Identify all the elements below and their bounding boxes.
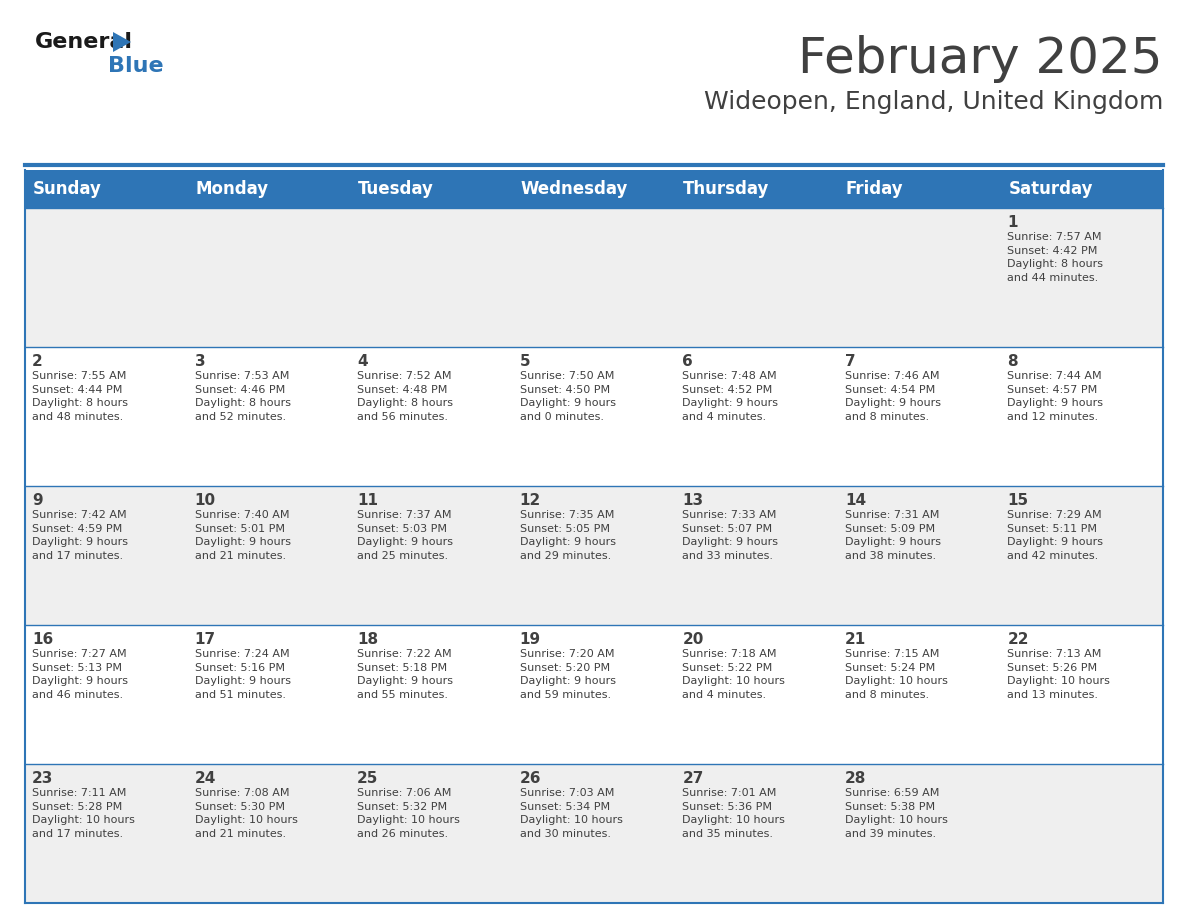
Text: Sunrise: 7:11 AM
Sunset: 5:28 PM
Daylight: 10 hours
and 17 minutes.: Sunrise: 7:11 AM Sunset: 5:28 PM Dayligh… — [32, 788, 135, 839]
Text: Sunrise: 7:33 AM
Sunset: 5:07 PM
Daylight: 9 hours
and 33 minutes.: Sunrise: 7:33 AM Sunset: 5:07 PM Dayligh… — [682, 510, 778, 561]
Text: Sunrise: 7:57 AM
Sunset: 4:42 PM
Daylight: 8 hours
and 44 minutes.: Sunrise: 7:57 AM Sunset: 4:42 PM Dayligh… — [1007, 232, 1104, 283]
Text: 11: 11 — [358, 493, 378, 508]
Text: Sunrise: 7:20 AM
Sunset: 5:20 PM
Daylight: 9 hours
and 59 minutes.: Sunrise: 7:20 AM Sunset: 5:20 PM Dayligh… — [519, 649, 615, 700]
Text: Sunrise: 7:01 AM
Sunset: 5:36 PM
Daylight: 10 hours
and 35 minutes.: Sunrise: 7:01 AM Sunset: 5:36 PM Dayligh… — [682, 788, 785, 839]
Text: Sunrise: 7:44 AM
Sunset: 4:57 PM
Daylight: 9 hours
and 12 minutes.: Sunrise: 7:44 AM Sunset: 4:57 PM Dayligh… — [1007, 371, 1104, 421]
Text: Wideopen, England, United Kingdom: Wideopen, England, United Kingdom — [703, 90, 1163, 114]
Text: 14: 14 — [845, 493, 866, 508]
Text: Sunrise: 7:42 AM
Sunset: 4:59 PM
Daylight: 9 hours
and 17 minutes.: Sunrise: 7:42 AM Sunset: 4:59 PM Dayligh… — [32, 510, 128, 561]
Text: 20: 20 — [682, 632, 703, 647]
Text: Monday: Monday — [196, 180, 268, 198]
Text: Sunrise: 6:59 AM
Sunset: 5:38 PM
Daylight: 10 hours
and 39 minutes.: Sunrise: 6:59 AM Sunset: 5:38 PM Dayligh… — [845, 788, 948, 839]
Text: 15: 15 — [1007, 493, 1029, 508]
Text: Sunrise: 7:31 AM
Sunset: 5:09 PM
Daylight: 9 hours
and 38 minutes.: Sunrise: 7:31 AM Sunset: 5:09 PM Dayligh… — [845, 510, 941, 561]
Text: 4: 4 — [358, 354, 368, 369]
Text: 8: 8 — [1007, 354, 1018, 369]
Text: Sunrise: 7:24 AM
Sunset: 5:16 PM
Daylight: 9 hours
and 51 minutes.: Sunrise: 7:24 AM Sunset: 5:16 PM Dayligh… — [195, 649, 291, 700]
Text: Sunrise: 7:15 AM
Sunset: 5:24 PM
Daylight: 10 hours
and 8 minutes.: Sunrise: 7:15 AM Sunset: 5:24 PM Dayligh… — [845, 649, 948, 700]
Text: Sunrise: 7:29 AM
Sunset: 5:11 PM
Daylight: 9 hours
and 42 minutes.: Sunrise: 7:29 AM Sunset: 5:11 PM Dayligh… — [1007, 510, 1104, 561]
Text: 23: 23 — [32, 771, 53, 786]
Text: Tuesday: Tuesday — [358, 180, 434, 198]
Text: Blue: Blue — [108, 56, 164, 76]
Text: 9: 9 — [32, 493, 43, 508]
Bar — [25, 347, 1163, 486]
Text: 2: 2 — [32, 354, 43, 369]
Text: Sunrise: 7:52 AM
Sunset: 4:48 PM
Daylight: 8 hours
and 56 minutes.: Sunrise: 7:52 AM Sunset: 4:48 PM Dayligh… — [358, 371, 453, 421]
Text: Sunrise: 7:18 AM
Sunset: 5:22 PM
Daylight: 10 hours
and 4 minutes.: Sunrise: 7:18 AM Sunset: 5:22 PM Dayligh… — [682, 649, 785, 700]
Text: 3: 3 — [195, 354, 206, 369]
Text: 10: 10 — [195, 493, 216, 508]
Text: Sunday: Sunday — [33, 180, 102, 198]
Text: 21: 21 — [845, 632, 866, 647]
Text: Sunrise: 7:03 AM
Sunset: 5:34 PM
Daylight: 10 hours
and 30 minutes.: Sunrise: 7:03 AM Sunset: 5:34 PM Dayligh… — [519, 788, 623, 839]
Text: 24: 24 — [195, 771, 216, 786]
Text: 26: 26 — [519, 771, 542, 786]
Bar — [25, 625, 1163, 764]
Text: Sunrise: 7:40 AM
Sunset: 5:01 PM
Daylight: 9 hours
and 21 minutes.: Sunrise: 7:40 AM Sunset: 5:01 PM Dayligh… — [195, 510, 291, 561]
Text: 6: 6 — [682, 354, 693, 369]
Text: Sunrise: 7:22 AM
Sunset: 5:18 PM
Daylight: 9 hours
and 55 minutes.: Sunrise: 7:22 AM Sunset: 5:18 PM Dayligh… — [358, 649, 453, 700]
Bar — [25, 486, 1163, 625]
Polygon shape — [113, 32, 131, 52]
Text: Sunrise: 7:06 AM
Sunset: 5:32 PM
Daylight: 10 hours
and 26 minutes.: Sunrise: 7:06 AM Sunset: 5:32 PM Dayligh… — [358, 788, 460, 839]
Text: 22: 22 — [1007, 632, 1029, 647]
Text: Thursday: Thursday — [683, 180, 770, 198]
Text: Sunrise: 7:27 AM
Sunset: 5:13 PM
Daylight: 9 hours
and 46 minutes.: Sunrise: 7:27 AM Sunset: 5:13 PM Dayligh… — [32, 649, 128, 700]
Text: Sunrise: 7:13 AM
Sunset: 5:26 PM
Daylight: 10 hours
and 13 minutes.: Sunrise: 7:13 AM Sunset: 5:26 PM Dayligh… — [1007, 649, 1111, 700]
Text: Sunrise: 7:35 AM
Sunset: 5:05 PM
Daylight: 9 hours
and 29 minutes.: Sunrise: 7:35 AM Sunset: 5:05 PM Dayligh… — [519, 510, 615, 561]
Text: Wednesday: Wednesday — [520, 180, 628, 198]
Bar — [25, 208, 1163, 347]
Text: 12: 12 — [519, 493, 541, 508]
Text: 16: 16 — [32, 632, 53, 647]
Text: Sunrise: 7:37 AM
Sunset: 5:03 PM
Daylight: 9 hours
and 25 minutes.: Sunrise: 7:37 AM Sunset: 5:03 PM Dayligh… — [358, 510, 453, 561]
Text: Sunrise: 7:46 AM
Sunset: 4:54 PM
Daylight: 9 hours
and 8 minutes.: Sunrise: 7:46 AM Sunset: 4:54 PM Dayligh… — [845, 371, 941, 421]
Text: Sunrise: 7:08 AM
Sunset: 5:30 PM
Daylight: 10 hours
and 21 minutes.: Sunrise: 7:08 AM Sunset: 5:30 PM Dayligh… — [195, 788, 297, 839]
Text: 18: 18 — [358, 632, 378, 647]
Text: February 2025: February 2025 — [798, 35, 1163, 83]
Text: Saturday: Saturday — [1009, 180, 1093, 198]
Text: 27: 27 — [682, 771, 703, 786]
Text: 19: 19 — [519, 632, 541, 647]
Text: 13: 13 — [682, 493, 703, 508]
Text: 7: 7 — [845, 354, 855, 369]
Text: Sunrise: 7:48 AM
Sunset: 4:52 PM
Daylight: 9 hours
and 4 minutes.: Sunrise: 7:48 AM Sunset: 4:52 PM Dayligh… — [682, 371, 778, 421]
Bar — [25, 170, 1163, 208]
Text: Friday: Friday — [846, 180, 904, 198]
Text: General: General — [34, 32, 133, 52]
Text: 25: 25 — [358, 771, 379, 786]
Text: Sunrise: 7:53 AM
Sunset: 4:46 PM
Daylight: 8 hours
and 52 minutes.: Sunrise: 7:53 AM Sunset: 4:46 PM Dayligh… — [195, 371, 291, 421]
Text: 17: 17 — [195, 632, 216, 647]
Text: Sunrise: 7:55 AM
Sunset: 4:44 PM
Daylight: 8 hours
and 48 minutes.: Sunrise: 7:55 AM Sunset: 4:44 PM Dayligh… — [32, 371, 128, 421]
Text: 1: 1 — [1007, 215, 1018, 230]
Text: Sunrise: 7:50 AM
Sunset: 4:50 PM
Daylight: 9 hours
and 0 minutes.: Sunrise: 7:50 AM Sunset: 4:50 PM Dayligh… — [519, 371, 615, 421]
Bar — [25, 764, 1163, 903]
Text: 28: 28 — [845, 771, 866, 786]
Text: 5: 5 — [519, 354, 530, 369]
